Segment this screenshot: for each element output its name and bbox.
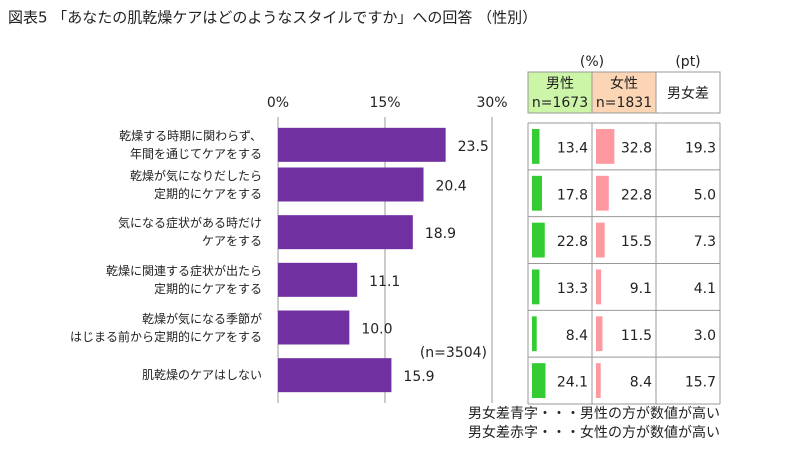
header-cell — [655, 71, 721, 114]
cell-value: 22.8 — [557, 234, 588, 250]
column-n: n=1673 — [532, 95, 588, 111]
footnote: 男女差赤字・・・女性の方が数値が高い — [468, 424, 720, 441]
cell-value: 32.8 — [621, 140, 652, 156]
data-label: 11.1 — [369, 274, 400, 290]
footnote: 男女差青字・・・男性の方が数値が高い — [468, 405, 720, 422]
mini-bar — [532, 222, 545, 258]
bar — [278, 127, 446, 162]
diff-value: 3.0 — [694, 328, 716, 344]
mini-bar — [532, 316, 537, 352]
column-header: 男性 — [546, 76, 574, 92]
mini-bar — [532, 175, 542, 211]
bar — [278, 358, 392, 393]
data-label: 23.5 — [458, 139, 489, 155]
header-cell — [591, 71, 657, 114]
cell-value: 8.4 — [566, 328, 588, 344]
mini-bar — [596, 269, 602, 305]
x-tick-label: 30% — [476, 95, 507, 111]
data-label: 18.9 — [425, 226, 456, 242]
mini-bar — [596, 222, 605, 258]
category-label: 乾燥が気になりだしたら 定期的にケアをする — [129, 168, 262, 201]
data-label: 10.0 — [361, 322, 392, 338]
diff-value: 19.3 — [685, 140, 716, 156]
mini-bar — [532, 129, 540, 164]
mini-bar — [596, 316, 603, 352]
x-tick-label: 15% — [369, 95, 400, 111]
mini-bar — [596, 175, 609, 211]
bar — [278, 310, 350, 345]
cell-value: 11.5 — [621, 328, 652, 344]
mini-bar — [532, 363, 546, 398]
category-label: 肌乾燥のケアはしない — [141, 368, 262, 383]
cell-value: 13.3 — [557, 281, 588, 297]
bar — [278, 215, 413, 250]
cell-value: 8.4 — [630, 375, 652, 391]
diff-value: 4.1 — [694, 281, 716, 297]
x-tick-label: 0% — [267, 95, 289, 111]
data-label: 20.4 — [436, 179, 467, 195]
column-header: 女性 — [610, 75, 638, 92]
cell-value: 13.4 — [557, 140, 588, 156]
column-n: n=1831 — [596, 95, 652, 111]
bar — [278, 262, 358, 297]
cell-value: 22.8 — [621, 187, 652, 203]
category-label: 乾燥に関連する症状が出たら 定期的にケアをする — [105, 263, 262, 296]
unit-label: (pt) — [675, 54, 700, 70]
cell-value: 9.1 — [630, 281, 652, 297]
cell-value: 17.8 — [557, 187, 588, 203]
mini-bar — [596, 363, 601, 398]
category-label: 乾燥が気になる季節が はじまる前から定期的にケアをする — [69, 311, 262, 344]
diff-value: 5.0 — [694, 187, 716, 203]
note: (n=3504) — [420, 345, 487, 361]
mini-bar — [596, 129, 615, 164]
unit-label: (%) — [580, 54, 604, 70]
diff-value: 15.7 — [685, 375, 716, 391]
mini-bar — [532, 269, 540, 305]
cell-value: 24.1 — [557, 375, 588, 391]
category-label: 気になる症状がある時だけ ケアをする — [117, 216, 262, 249]
data-label: 15.9 — [403, 369, 434, 385]
column-header: 男女差 — [667, 85, 709, 102]
diff-value: 7.3 — [694, 234, 716, 250]
cell-value: 15.5 — [621, 234, 652, 250]
chart-title: 図表5 「あなたの肌乾燥ケアはどのようなスタイルですか」への回答 （性別） — [8, 9, 537, 27]
header-cell — [527, 71, 593, 114]
category-label: 乾燥する時期に関わらず、 年間を通じてケアをする — [119, 128, 262, 161]
bar — [278, 167, 424, 202]
